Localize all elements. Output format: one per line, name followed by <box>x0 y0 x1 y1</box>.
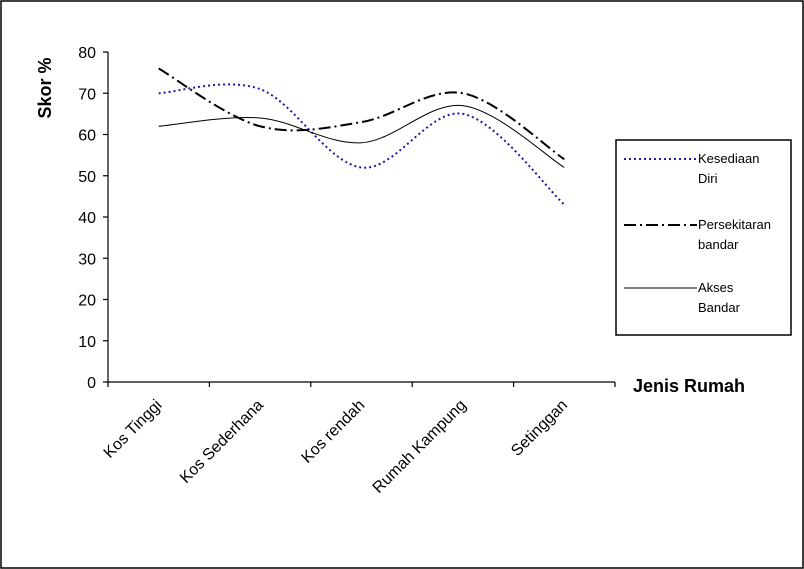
y-tick-label: 0 <box>87 375 96 392</box>
y-tick-label: 60 <box>78 128 96 145</box>
series-line <box>158 67 565 161</box>
y-tick-label: 10 <box>78 334 96 351</box>
y-axis: 0 10 20 30 40 50 60 70 80 <box>78 45 109 392</box>
y-tick-label: 70 <box>78 86 96 103</box>
legend-label: Diri <box>698 171 718 186</box>
legend-box <box>615 139 792 336</box>
legend-label: Akses <box>698 280 734 295</box>
y-tick-label: 50 <box>78 169 96 186</box>
legend: Kesediaan Diri Persekitaran bandar Akses Band… <box>615 139 792 336</box>
series-line <box>158 105 565 168</box>
legend-label: bandar <box>698 237 739 252</box>
series-layer <box>158 67 565 206</box>
y-tick-label: 20 <box>78 293 96 310</box>
y-tick-label: 40 <box>78 210 96 227</box>
y-tick-label: 30 <box>78 251 96 268</box>
y-axis-title: Skor % <box>35 57 55 118</box>
x-axis-title: Jenis Rumah <box>633 376 745 396</box>
legend-label: Kesediaan <box>698 151 759 166</box>
legend-label: Persekitaran <box>698 217 771 232</box>
legend-label: Bandar <box>698 300 741 315</box>
y-tick-label: 80 <box>78 45 96 62</box>
